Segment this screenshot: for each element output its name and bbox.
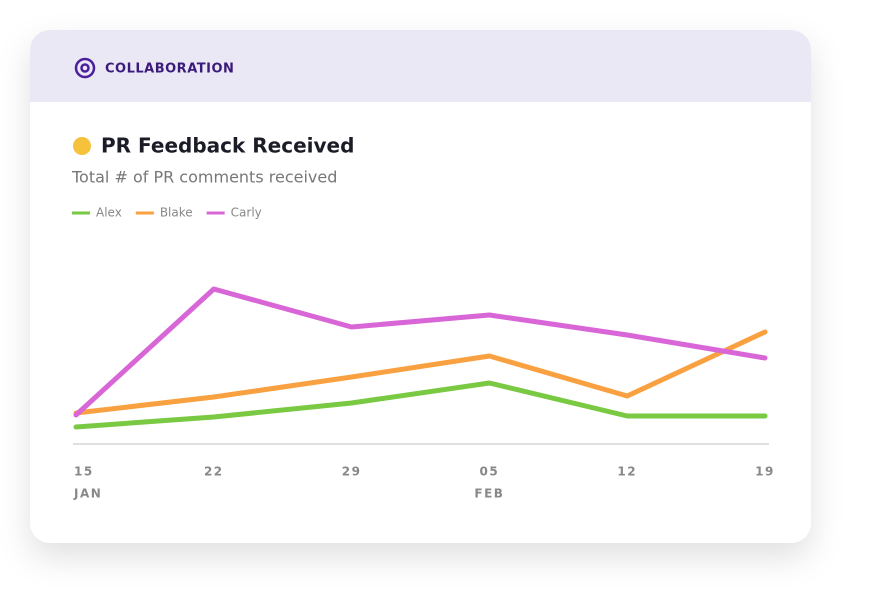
chart-title: PR Feedback Received <box>101 134 354 158</box>
legend-label: Blake <box>160 206 193 220</box>
title-emoji <box>73 137 91 155</box>
x-tick-label: 15 <box>74 465 94 479</box>
card <box>30 30 811 543</box>
x-tick-month: FEB <box>474 487 504 501</box>
legend-label: Carly <box>231 206 262 220</box>
series-line <box>73 380 768 430</box>
card-header <box>30 30 811 102</box>
header-icon <box>74 57 96 79</box>
x-tick-label: 19 <box>755 465 775 479</box>
header-title: COLLABORATION <box>105 62 234 77</box>
header-icon-inner <box>80 63 90 73</box>
x-tick-label: 22 <box>204 465 224 479</box>
x-tick-label: 05 <box>480 465 500 479</box>
chart-subtitle: Total # of PR comments received <box>71 168 337 187</box>
legend-label: Alex <box>96 206 122 220</box>
series-line <box>73 329 768 416</box>
x-tick-label: 29 <box>342 465 362 479</box>
plot: 15 JAN 22 29 05 FEB 12 19 Alex Blake Carly <box>72 206 775 501</box>
x-tick-month: JAN <box>73 487 102 501</box>
series-line <box>73 286 768 418</box>
x-tick-label: 12 <box>617 465 637 479</box>
